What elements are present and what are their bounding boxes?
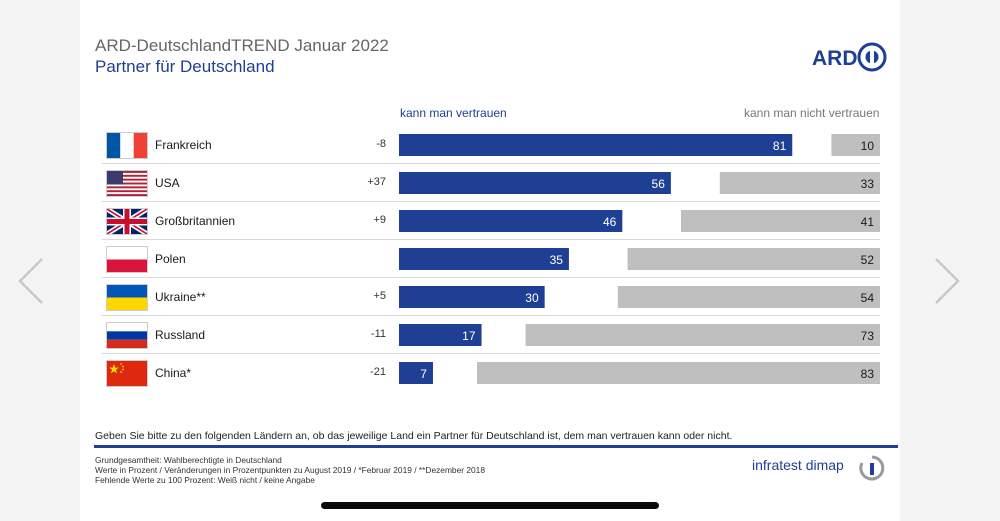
slide-subtitle: Partner für Deutschland [95, 57, 275, 76]
distrust-value-label: 41 [861, 215, 875, 229]
trust-bar [399, 172, 671, 194]
chart-row-usa: USA +37 [102, 164, 880, 202]
row-divider [102, 201, 880, 202]
trust-value-label: 17 [462, 329, 476, 343]
distrust-value-label: 10 [861, 139, 875, 153]
trust-value-label: 7 [420, 367, 427, 381]
distrust-bar-series: 10 33 41 52 54 73 83 [477, 134, 880, 384]
legend-distrust: kann man nicht vertrauen [744, 106, 880, 120]
flag-russia-icon [107, 323, 147, 348]
row-divider [102, 163, 880, 164]
distrust-value-label: 52 [861, 253, 875, 267]
distrust-bar [617, 286, 880, 308]
right-side-panel [900, 0, 1000, 521]
change-value: +5 [373, 290, 386, 302]
trust-bar [399, 248, 569, 270]
chart-row-ukraine: Ukraine** +5 [102, 278, 880, 316]
change-value: -21 [370, 366, 386, 378]
trust-value-label: 30 [525, 291, 539, 305]
chart-row-grossbritannien: Großbritannien +9 [102, 202, 880, 240]
row-divider [102, 277, 880, 278]
distrust-bar [719, 172, 880, 194]
row-divider [102, 239, 880, 240]
row-divider [102, 353, 880, 354]
chart-row-russland: Russland -11 [102, 316, 880, 354]
country-label: Frankreich [155, 138, 212, 152]
footnote-population: Grundgesamtheit: Wahlberechtigte in Deut… [95, 455, 282, 465]
footnote-values: Werte in Prozent / Veränderungen in Proz… [95, 465, 485, 475]
flag-uk-icon [107, 209, 147, 234]
distrust-value-label: 83 [861, 367, 875, 381]
trust-bar [399, 210, 623, 232]
ard-logo-text: ARD [812, 47, 858, 70]
distrust-bar [680, 210, 880, 232]
flag-france-icon [107, 133, 147, 158]
scroll-indicator[interactable] [321, 502, 659, 509]
survey-question: Geben Sie bitte zu den folgenden Ländern… [95, 430, 733, 442]
change-value: +37 [367, 176, 386, 188]
trust-bar [399, 134, 793, 156]
flag-poland-icon [107, 247, 147, 272]
distrust-value-label: 54 [861, 291, 875, 305]
infratest-dimap-icon [859, 455, 885, 481]
distrust-value-label: 73 [861, 329, 875, 343]
chart-row-china: China* -21 [102, 354, 880, 392]
country-label: China* [155, 366, 192, 380]
country-label: USA [155, 176, 180, 190]
ard-logo: ARD [812, 42, 887, 72]
flag-china-icon [107, 361, 147, 386]
row-divider [102, 315, 880, 316]
flag-usa-icon [107, 171, 147, 196]
left-side-panel [0, 0, 80, 521]
trust-bar [399, 324, 482, 346]
chart-slide: ARD-DeutschlandTREND Januar 2022 Partner… [80, 0, 900, 521]
country-label: Polen [155, 252, 186, 266]
trust-value-label: 35 [550, 253, 564, 267]
trust-value-label: 81 [773, 139, 787, 153]
distrust-bar [525, 324, 880, 346]
previous-arrow-icon[interactable] [14, 255, 54, 307]
trust-bar-series: 81 56 46 35 30 17 7 [399, 134, 793, 384]
country-label: Großbritannien [155, 214, 236, 228]
distrust-value-label: 33 [861, 177, 875, 191]
legend-trust: kann man vertrauen [400, 106, 507, 120]
infratest-dimap-logo-text: infratest dimap [752, 457, 844, 473]
change-value: -11 [370, 328, 386, 340]
chart-row-frankreich: Frankreich -8 [102, 126, 880, 164]
distrust-bar [831, 134, 880, 156]
trust-value-label: 56 [652, 177, 666, 191]
footnote-missing: Fehlende Werte zu 100 Prozent: Weiß nich… [95, 475, 315, 485]
country-label: Russland [155, 328, 206, 342]
country-label: Ukraine** [155, 290, 206, 304]
trust-bar [399, 286, 545, 308]
distrust-bar [477, 362, 880, 384]
footer-divider [94, 445, 898, 448]
flag-ukraine-icon [107, 285, 147, 310]
trust-bar [399, 362, 433, 384]
bar-chart: 81 56 46 35 30 17 7 10 33 41 52 54 73 83 [399, 134, 880, 384]
distrust-bar [627, 248, 880, 270]
trust-value-label: 46 [603, 215, 617, 229]
change-value: +9 [373, 214, 386, 226]
chart-row-polen: Polen [102, 240, 880, 278]
change-value: -8 [376, 138, 386, 150]
next-arrow-icon[interactable] [928, 255, 968, 307]
slide-title: ARD-DeutschlandTREND Januar 2022 [95, 36, 389, 55]
